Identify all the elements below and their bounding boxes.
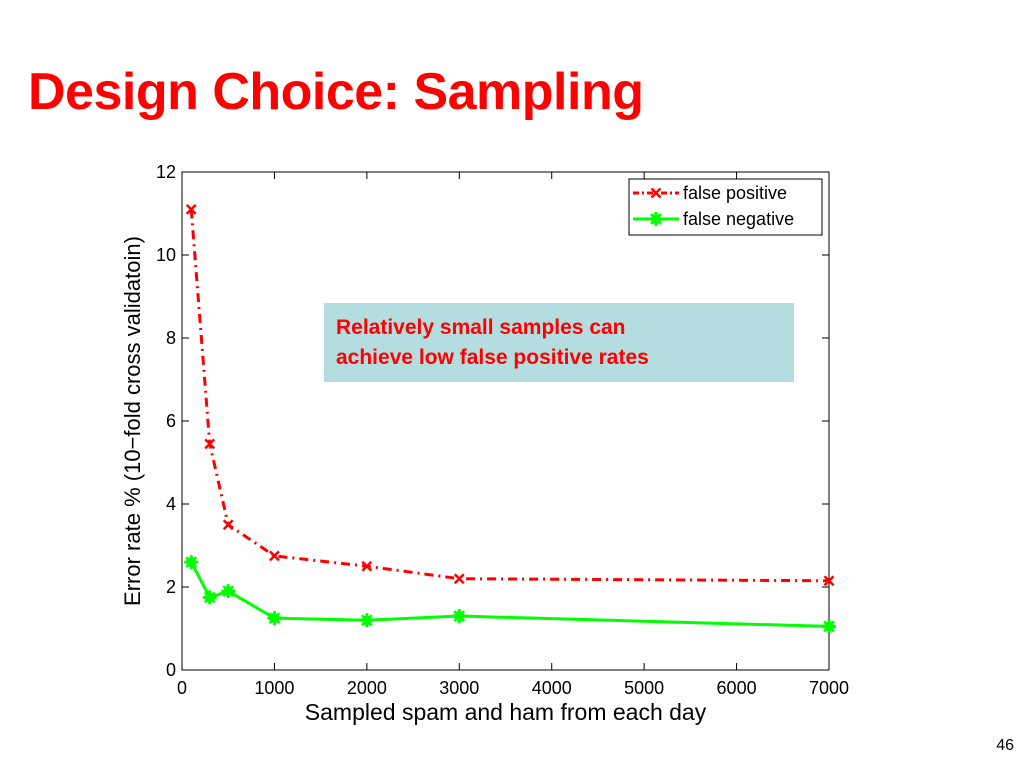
x-tick-label: 6000 [717,678,757,698]
x-tick-label: 5000 [624,678,664,698]
point-false-negative [184,555,199,570]
point-false-positive [204,438,216,450]
point-false-negative [267,611,282,626]
x-tick-label: 3000 [439,678,479,698]
y-tick-label: 6 [166,411,176,431]
x-axis-label: Sampled spam and ham from each day [305,699,707,725]
y-tick-label: 0 [166,660,176,680]
point-false-positive [185,203,197,215]
point-false-negative [452,609,467,624]
point-false-negative [822,619,836,634]
x-tick-label: 2000 [347,678,387,698]
callout-line-1: Relatively small samples can [336,316,626,339]
y-axis-label: Error rate % (10−fold cross validatoin) [120,236,145,606]
legend-box [628,178,823,236]
point-false-negative [221,584,236,599]
y-tick-label: 4 [166,494,176,514]
axis-ticks: 0 1000 2000 3000 4000 5000 6000 7000 0 2 4 6 8 10 12 [156,162,849,698]
y-tick-label: 8 [166,328,176,348]
page-number: 46 [996,737,1014,754]
point-false-positive [222,519,234,531]
series-line-false-positive [189,209,830,583]
chart-legend: false positive false negative [628,178,823,236]
point-false-positive [269,550,280,562]
point-false-negative [202,590,217,605]
legend-label-false-positive: false positive [683,183,787,203]
legend-label-false-negative: false negative [683,209,794,229]
callout-line-2: achieve low false positive rates [336,346,649,369]
x-tick-label: 4000 [532,678,572,698]
series-line-false-negative [189,561,830,628]
series-markers [184,203,836,634]
x-tick-label: 1000 [254,678,294,698]
point-false-negative [359,613,374,628]
legend-marker-false-positive [650,187,662,199]
point-false-positive [453,573,465,585]
y-tick-label: 12 [156,162,176,182]
plot-frame [181,171,830,671]
y-tick-label: 2 [166,577,176,597]
slide-title: Design Choice: Sampling [28,63,644,121]
point-false-positive [823,575,835,587]
x-tick-label: 0 [177,678,187,698]
legend-marker-false-negative [649,212,663,226]
series-lines [189,209,830,628]
callout-box: Relatively small samples can achieve low… [324,303,794,382]
y-tick-label: 10 [156,245,176,265]
x-tick-label: 7000 [809,678,849,698]
point-false-positive [361,560,373,572]
